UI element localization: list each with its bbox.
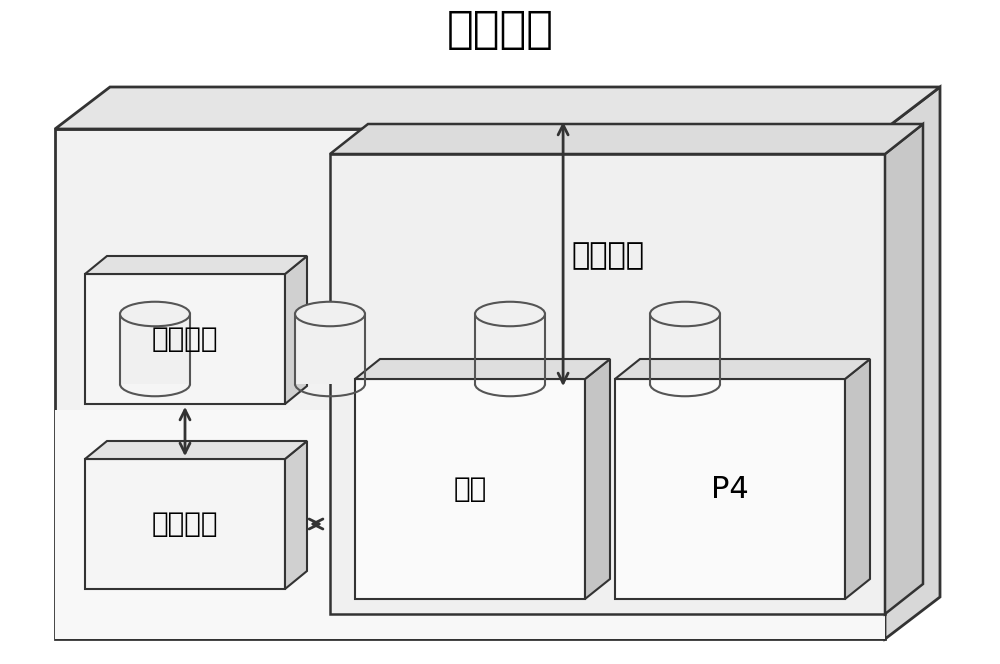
Polygon shape	[585, 359, 610, 599]
Text: 标识协议: 标识协议	[152, 510, 218, 538]
Text: P4: P4	[711, 475, 749, 503]
Ellipse shape	[120, 301, 190, 326]
Polygon shape	[330, 124, 923, 154]
Polygon shape	[355, 359, 610, 379]
Polygon shape	[330, 154, 885, 614]
Polygon shape	[885, 124, 923, 614]
Polygon shape	[85, 274, 285, 404]
Polygon shape	[285, 441, 307, 589]
Polygon shape	[55, 410, 885, 639]
Text: 容器: 容器	[453, 475, 487, 503]
Polygon shape	[85, 441, 307, 459]
Polygon shape	[55, 129, 885, 639]
Polygon shape	[85, 459, 285, 589]
Polygon shape	[615, 359, 870, 379]
Polygon shape	[615, 379, 845, 599]
Polygon shape	[650, 314, 720, 384]
Text: 网络功能: 网络功能	[571, 241, 644, 270]
Polygon shape	[55, 87, 940, 129]
Polygon shape	[295, 314, 365, 384]
Polygon shape	[120, 314, 190, 384]
Ellipse shape	[650, 301, 720, 326]
Text: 用户需求: 用户需求	[446, 7, 554, 50]
Polygon shape	[885, 87, 940, 639]
Ellipse shape	[295, 301, 365, 326]
Polygon shape	[475, 314, 545, 384]
Polygon shape	[285, 256, 307, 404]
Polygon shape	[355, 379, 585, 599]
Polygon shape	[845, 359, 870, 599]
Text: 部署策略: 部署策略	[152, 325, 218, 353]
Ellipse shape	[475, 301, 545, 326]
Polygon shape	[85, 256, 307, 274]
